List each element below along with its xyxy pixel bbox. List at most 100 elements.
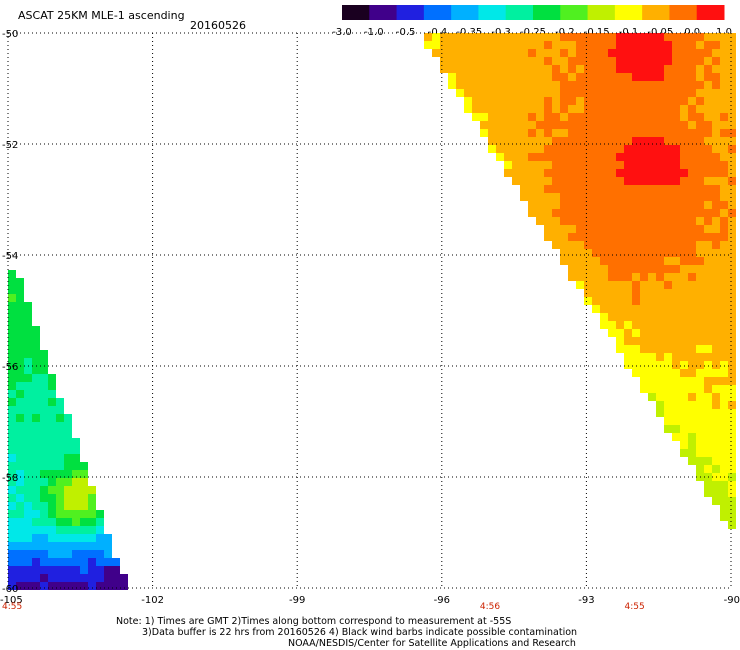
swath-cell: [696, 49, 704, 57]
swath-cell: [16, 550, 24, 558]
swath-cell: [80, 518, 88, 526]
swath-cell: [488, 57, 496, 65]
swath-cell: [48, 462, 56, 470]
swath-cell: [64, 574, 72, 582]
swath-cell: [448, 33, 456, 41]
swath-cell: [536, 121, 544, 129]
swath-cell: [672, 425, 680, 433]
swath-cell: [616, 209, 624, 217]
swath-cell: [664, 401, 672, 409]
swath-cell: [56, 470, 64, 478]
swath-cell: [544, 97, 552, 105]
swath-cell: [704, 233, 712, 241]
swath-cell: [8, 366, 16, 374]
swath-cell: [536, 33, 544, 41]
swath-cell: [696, 433, 704, 441]
swath-cell: [656, 81, 664, 89]
swath-cell: [560, 185, 568, 193]
swath-cell: [40, 358, 48, 366]
swath-cell: [712, 241, 720, 249]
swath-cell: [496, 121, 504, 129]
swath-cell: [32, 478, 40, 486]
swath-cell: [728, 425, 736, 433]
swath-cell: [704, 89, 712, 97]
swath-cell: [664, 329, 672, 337]
swath-cell: [648, 257, 656, 265]
swath-cell: [568, 113, 576, 121]
swath-cell: [712, 89, 720, 97]
swath-cell: [584, 257, 592, 265]
swath-cell: [648, 385, 656, 393]
swath-cell: [720, 321, 728, 329]
swath-cell: [704, 321, 712, 329]
swath-cell: [616, 153, 624, 161]
swath-cell: [728, 33, 736, 41]
swath-cell: [632, 169, 640, 177]
swath-cell: [720, 145, 728, 153]
swath-cell: [544, 201, 552, 209]
swath-cell: [728, 481, 736, 489]
swath-cell: [32, 390, 40, 398]
swath-cell: [552, 33, 560, 41]
swath-cell: [720, 513, 728, 521]
swath-cell: [728, 281, 736, 289]
swath-cell: [24, 318, 32, 326]
swath-cell: [64, 470, 72, 478]
swath-cell: [680, 425, 688, 433]
swath-cell: [96, 510, 104, 518]
swath-cell: [720, 273, 728, 281]
swath-cell: [32, 550, 40, 558]
swath-cell: [48, 494, 56, 502]
swath-cell: [720, 345, 728, 353]
swath-cell: [648, 145, 656, 153]
swath-cell: [728, 129, 736, 137]
swath-cell: [680, 177, 688, 185]
swath-cell: [584, 129, 592, 137]
swath-cell: [704, 65, 712, 73]
swath-cell: [576, 97, 584, 105]
swath-cell: [696, 345, 704, 353]
swath-cell: [40, 526, 48, 534]
swath-cell: [720, 409, 728, 417]
swath-cell: [616, 113, 624, 121]
swath-cell: [552, 41, 560, 49]
swath-cell: [8, 334, 16, 342]
swath-cell: [624, 153, 632, 161]
swath-cell: [32, 462, 40, 470]
swath-cell: [64, 550, 72, 558]
swath-cell: [64, 510, 72, 518]
swath-cell: [472, 57, 480, 65]
swath-cell: [496, 153, 504, 161]
swath-cell: [56, 542, 64, 550]
swath-cell: [656, 281, 664, 289]
swath-cell: [576, 233, 584, 241]
swath-cell: [96, 582, 104, 590]
swath-cell: [696, 217, 704, 225]
swath-cell: [616, 105, 624, 113]
swath-cell: [472, 49, 480, 57]
swath-cell: [704, 41, 712, 49]
swath-cell: [640, 369, 648, 377]
swath-cell: [600, 41, 608, 49]
swath-cell: [48, 510, 56, 518]
swath-cell: [640, 337, 648, 345]
swath-cell: [48, 542, 56, 550]
swath-cell: [104, 574, 112, 582]
swath-cell: [728, 257, 736, 265]
swath-cell: [712, 265, 720, 273]
swath-cell: [672, 377, 680, 385]
swath-cell: [624, 105, 632, 113]
swath-cell: [712, 417, 720, 425]
swath-cell: [608, 145, 616, 153]
swath-cell: [616, 57, 624, 65]
swath-cell: [8, 342, 16, 350]
swath-cell: [40, 446, 48, 454]
swath-cell: [592, 81, 600, 89]
swath-cell: [544, 73, 552, 81]
swath-cell: [664, 273, 672, 281]
swath-cell: [656, 409, 664, 417]
swath-cell: [80, 462, 88, 470]
swath-cell: [592, 193, 600, 201]
swath-cell: [528, 129, 536, 137]
swath-cell: [720, 121, 728, 129]
